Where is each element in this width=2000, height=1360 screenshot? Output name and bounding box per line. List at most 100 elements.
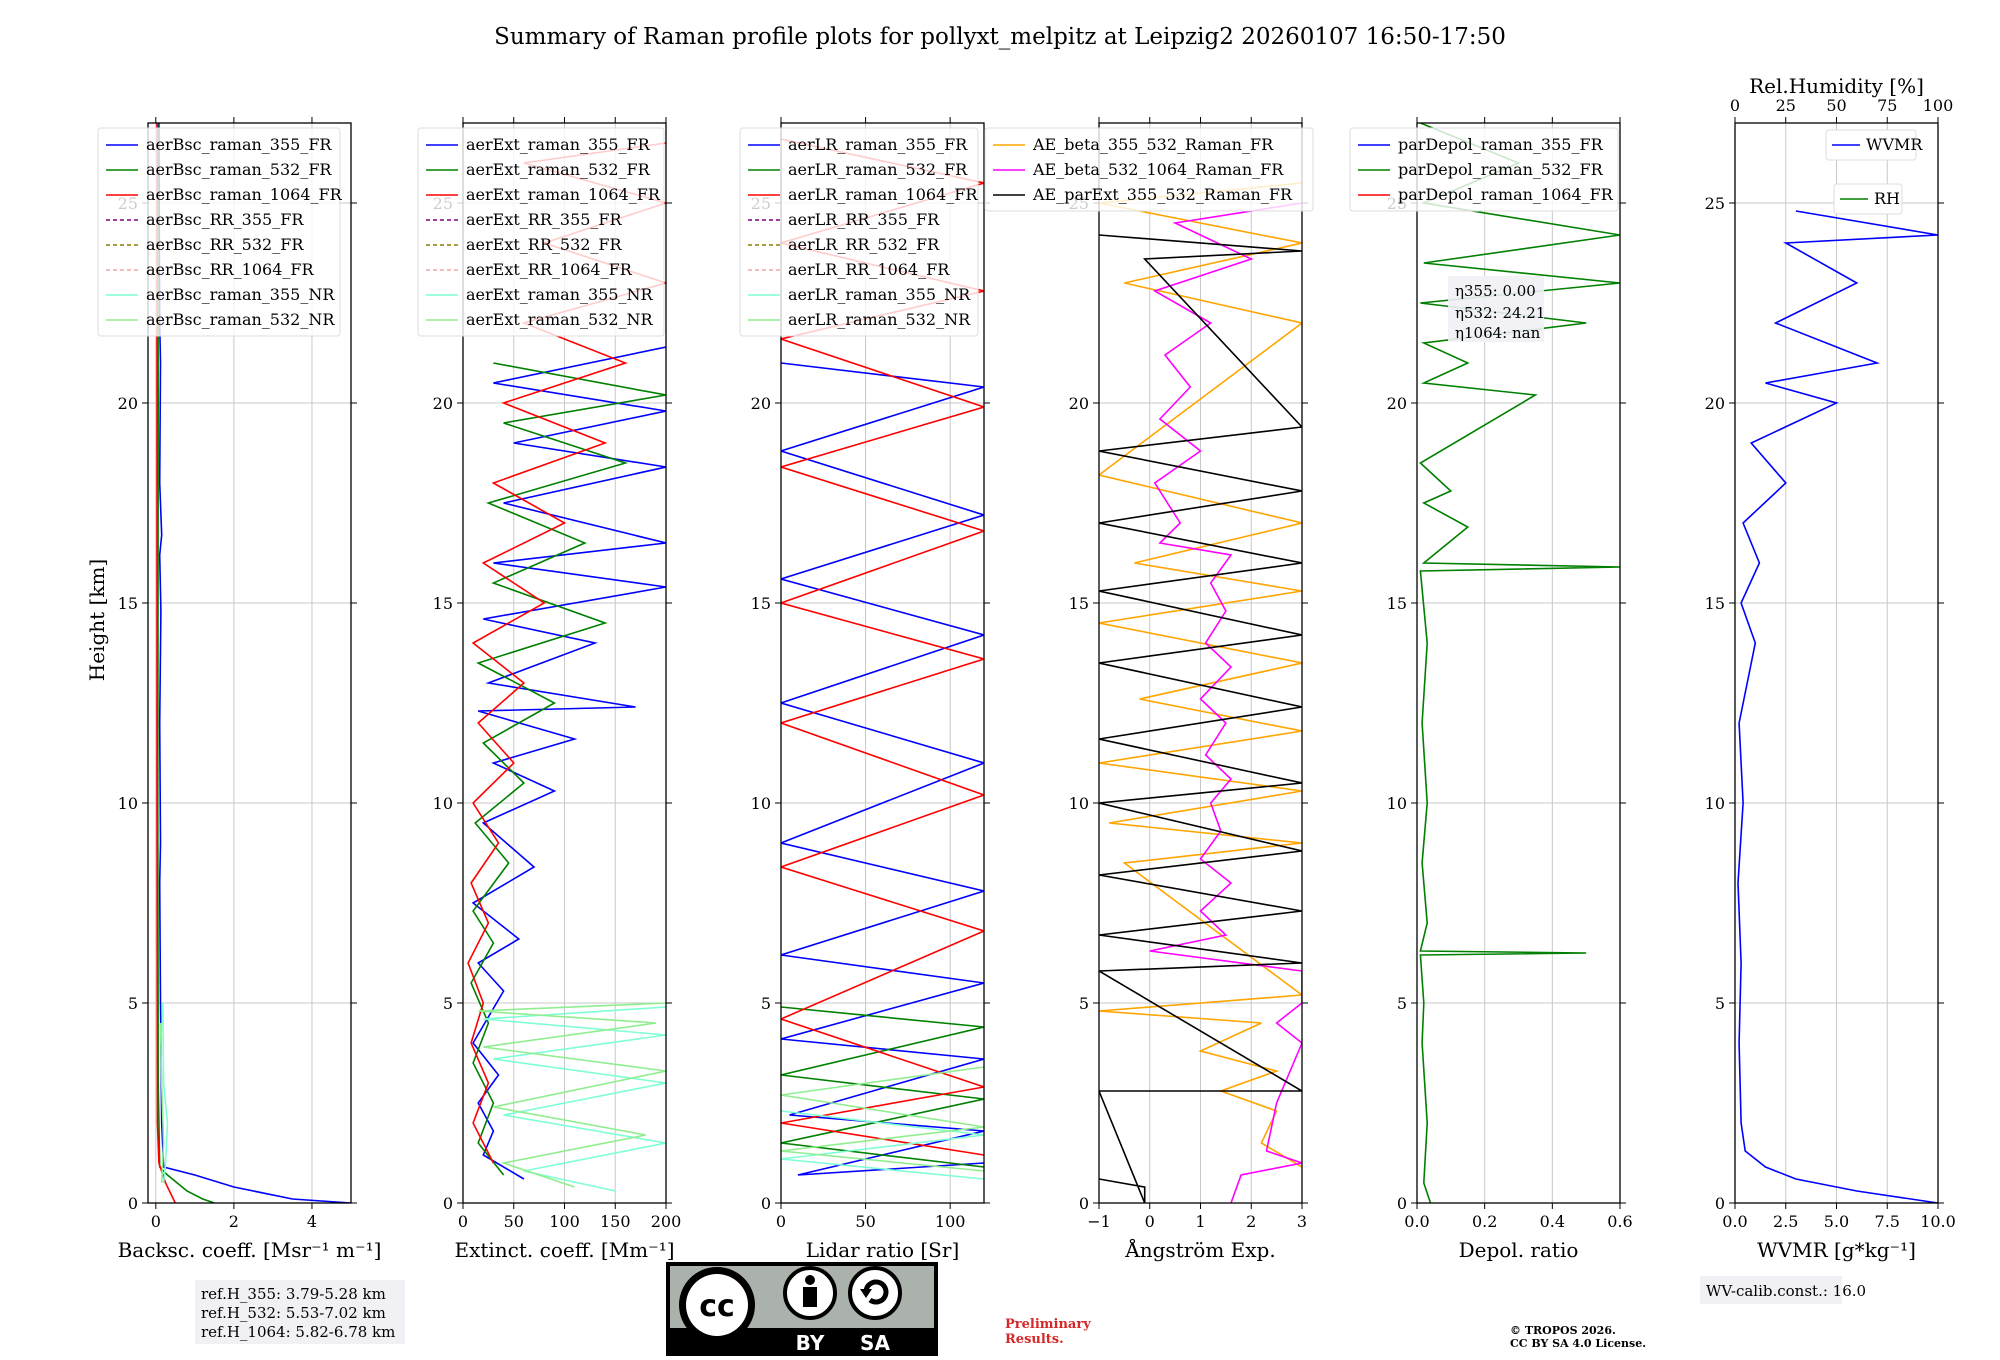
y-tick-label: 20 — [1387, 394, 1407, 413]
series-aerBsc_raman_532_NR — [159, 1022, 165, 1184]
series-WVMR — [1737, 210, 1938, 1203]
y-tick-label: 10 — [118, 794, 138, 813]
y-tick-label: 15 — [118, 594, 138, 613]
y-tick-label: 20 — [751, 394, 771, 413]
wv-calib-box: WV-calib.const.: 16.0 — [1700, 1276, 1866, 1304]
by-person-head — [805, 1275, 815, 1285]
x-tick-label: 4 — [307, 1212, 317, 1231]
legend: aerLR_raman_355_FR aerLR_raman_532_FR aerL… — [739, 127, 979, 337]
preliminary-line-2: Results. — [1005, 1332, 1064, 1347]
top-tick-label: 100 — [1923, 96, 1954, 115]
series-aerExt_raman_532_FR — [470, 362, 666, 1176]
x-tick-label: 2 — [229, 1212, 239, 1231]
y-tick-label: 20 — [433, 394, 453, 413]
x-tick-label: 0 — [1145, 1212, 1155, 1231]
panel-wvmr: 0.0 2.5 5.0 7.5 10.0 0 5 10 15 20 25 WVMR [g*kg⁻¹] 0… — [1705, 74, 1956, 1262]
legend-label: aerLR_raman_532_NR — [788, 310, 971, 329]
x-tick-label: 0.0 — [1722, 1212, 1747, 1231]
y-tick-label: 10 — [1069, 794, 1089, 813]
series-aerLR_raman_355_FR — [781, 362, 984, 1176]
legend-label: aerBsc_raman_355_FR — [146, 135, 332, 154]
reference-height-box: ref.H_355: 3.79-5.28 km ref.H_532: 5.53-… — [195, 1280, 405, 1344]
eta-1064: η1064: nan — [1455, 324, 1541, 342]
legend-label: aerLR_raman_1064_FR — [788, 185, 978, 204]
series-AE_parExt_355_532_Raman_FR — [1099, 234, 1302, 1203]
figure-title: Summary of Raman profile plots for polly… — [494, 24, 1506, 50]
y-tick-label: 15 — [1069, 594, 1089, 613]
x-axis-label: Backsc. coeff. [Msr⁻¹ m⁻¹] — [118, 1238, 382, 1262]
plot-frame — [147, 122, 352, 1204]
series-aerLR_raman_355_NR — [781, 1110, 984, 1180]
wv-calib-box-bg — [1700, 1276, 1842, 1304]
series-parDepol_raman_532_FR — [1419, 123, 1620, 1203]
legend: aerExt_raman_355_FR aerExt_raman_532_FRae… — [417, 127, 665, 337]
legend-label: aerLR_RR_1064_FR — [788, 260, 950, 279]
y-tick-label: 5 — [128, 994, 138, 1013]
y-tick-label: 15 — [1705, 594, 1725, 613]
series-aerExt_raman_532_NR — [478, 1002, 666, 1188]
x-axis-label: Lidar ratio [Sr] — [806, 1238, 960, 1262]
series-AE_beta_355_532_Raman_FR — [1099, 182, 1302, 1168]
y-tick-label: 20 — [118, 394, 138, 413]
reference-height-box-bg — [195, 1280, 405, 1344]
eta-532: η532: 24.21 — [1455, 304, 1545, 322]
panels: 0 2 4 0 5 10 15 20 25 Backsc. coeff. [Msr⁻¹ m⁻¹] a… — [97, 74, 1956, 1262]
legend-label: aerExt_raman_532_NR — [466, 310, 654, 329]
series-aerExt_raman_355_FR — [471, 346, 666, 1180]
x-axis-label: Extinct. coeff. [Mm⁻¹] — [454, 1238, 674, 1262]
legend-label: aerExt_RR_532_FR — [466, 235, 623, 254]
y-tick-label: 0 — [1079, 1194, 1089, 1213]
panel-extinction: 0501001502000510152025Extinct. coeff. [M… — [417, 117, 682, 1262]
legend-label: aerBsc_raman_532_FR — [146, 160, 332, 179]
series-AE_beta_532_1064_Raman_FR — [1149, 202, 1302, 1203]
panel-lidar_ratio: 0501000510152025Lidar ratio [Sr]aerLR_ra… — [739, 117, 990, 1262]
legend-label: aerExt_RR_355_FR — [466, 210, 623, 229]
y-tick-label: 5 — [761, 994, 771, 1013]
plot-frame — [1416, 122, 1621, 1204]
cc-by-sa-badge[interactable]: cc BY SA — [666, 1262, 938, 1356]
y-tick-label: 20 — [1705, 394, 1725, 413]
legend-box — [97, 127, 341, 337]
sa-label: SA — [860, 1331, 890, 1355]
y-tick-label: 5 — [443, 994, 453, 1013]
legend-label: AE_beta_532_1064_Raman_FR — [1032, 160, 1284, 179]
y-tick-label: 25 — [1705, 194, 1725, 213]
legend-label: aerExt_raman_1064_FR — [466, 185, 661, 204]
legend-label: AE_parExt_355_532_Raman_FR — [1032, 185, 1293, 204]
legend-label: aerBsc_raman_355_NR — [146, 285, 335, 304]
x-tick-label: 5.0 — [1824, 1212, 1849, 1231]
legend-label: aerBsc_raman_1064_FR — [146, 185, 343, 204]
x-tick-label: 3 — [1297, 1212, 1307, 1231]
legend-label: aerLR_raman_355_FR — [788, 135, 968, 154]
series-aerBsc_raman_355_NR — [162, 1002, 169, 1184]
y-tick-label: 5 — [1397, 994, 1407, 1013]
legend-label: aerBsc_raman_532_NR — [146, 310, 335, 329]
legend-box — [417, 127, 665, 337]
legend-label: aerLR_RR_532_FR — [788, 235, 940, 254]
legend-label: aerBsc_RR_532_FR — [146, 235, 304, 254]
legend: WVMR RH — [1825, 129, 1923, 215]
legend-label: aerLR_RR_355_FR — [788, 210, 940, 229]
x-tick-label: 100 — [935, 1212, 966, 1231]
copyright-line-2: CC BY SA 4.0 License. — [1510, 1337, 1646, 1350]
y-tick-label: 15 — [1387, 594, 1407, 613]
y-tick-label: 0 — [443, 1194, 453, 1213]
copyright-line-1: © TROPOS 2026. — [1510, 1324, 1616, 1337]
y-tick-label: 0 — [761, 1194, 771, 1213]
top-tick-label: 50 — [1826, 96, 1846, 115]
x-tick-label: 2.5 — [1773, 1212, 1798, 1231]
y-tick-label: 10 — [1705, 794, 1725, 813]
x-tick-label: 100 — [549, 1212, 580, 1231]
panel-depol: 0.00.20.40.60510152025Depol. ratioparDep… — [1349, 117, 1633, 1262]
top-tick-label: 25 — [1776, 96, 1796, 115]
panel-angstrom: −101230510152025Ångström Exp.AE_beta_355… — [984, 117, 1314, 1262]
x-axis-label: Ångström Exp. — [1124, 1237, 1275, 1262]
x-tick-label: 0 — [151, 1212, 161, 1231]
legend-label: aerLR_raman_355_NR — [788, 285, 971, 304]
series-group — [1737, 210, 1938, 1203]
legend-box — [1825, 129, 1917, 161]
series-RH — [1937, 982, 1938, 984]
sa-arrow — [863, 1279, 889, 1305]
x-tick-label: 200 — [651, 1212, 682, 1231]
